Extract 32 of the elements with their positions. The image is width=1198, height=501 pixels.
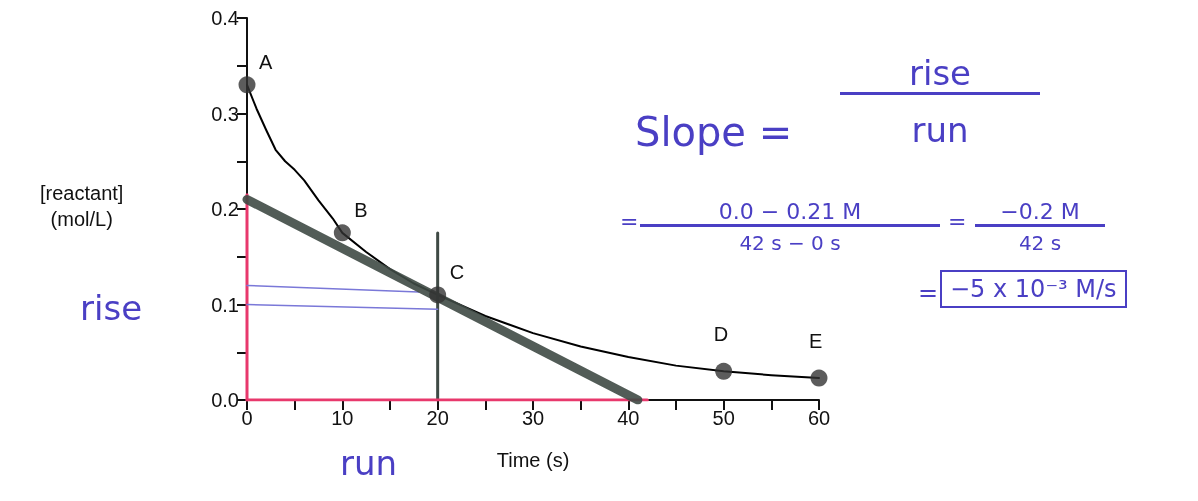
x-tick-label: 50 [712,407,735,429]
text: run [910,110,970,150]
x-tick-label: 0 [241,407,253,429]
annotation: B [354,198,368,222]
y-tick-label: 0.0 [211,389,239,411]
annotation: Slope = [635,109,793,155]
text: −5 x 10⁻³ M/s [940,270,1127,309]
text: rise [80,288,143,328]
text: = [948,209,967,235]
y-tick-label: 0.2 [211,198,239,220]
text: −0.2 M [975,199,1105,228]
annotation: 42 s − 0 s [738,231,842,255]
annotation: A [259,50,273,74]
annotation: E [809,330,823,354]
annotation: = [620,209,639,235]
x-tick-label: 30 [521,407,545,429]
x-tick-label: 20 [426,407,449,429]
text: = [918,279,939,307]
text: rise [840,53,1040,96]
x-axis-title: Time (s) [496,449,570,471]
x-tick-label: 60 [807,407,831,429]
annotation: C [449,260,465,284]
annotation: 0.0 − 0.21 M [640,199,940,228]
annotation: D [713,323,729,347]
text: 42 s [1017,231,1063,255]
y-axis-title: [reactant] (mol/L) [40,181,124,232]
x-tick-label: 10 [331,407,354,429]
y-tick-label: 0.4 [211,7,239,29]
x-tick-label: 40 [617,407,640,429]
y-tick-label: 0.1 [211,293,239,316]
text: run [340,443,398,483]
y-tick-label: 0.3 [211,102,239,125]
